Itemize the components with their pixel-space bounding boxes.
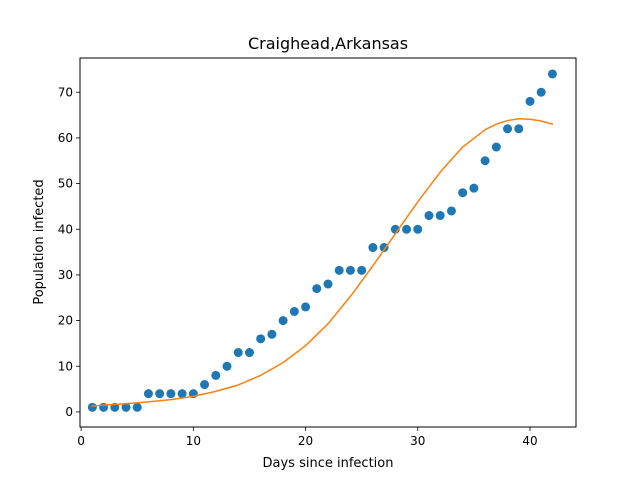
data-point: [177, 389, 187, 399]
data-point: [458, 188, 468, 198]
fit-line: [91, 117, 554, 407]
data-point: [424, 211, 434, 221]
data-point: [547, 69, 557, 79]
data-point: [469, 183, 479, 193]
data-point: [121, 402, 131, 412]
y-tick-label: 20: [58, 314, 73, 328]
y-tick-label: 0: [65, 405, 73, 419]
data-point: [312, 284, 322, 294]
x-axis-ticks: 0 10 20 30 40: [77, 427, 538, 448]
plot-frame: [79, 57, 577, 428]
data-point: [345, 265, 355, 275]
y-tick-label: 70: [58, 85, 73, 99]
data-point: [301, 302, 311, 312]
data-point: [402, 224, 412, 234]
x-tick-label: 30: [410, 434, 425, 448]
data-point: [166, 389, 176, 399]
data-point: [525, 96, 535, 106]
data-point: [323, 279, 333, 289]
data-point: [413, 224, 423, 234]
data-point: [211, 370, 221, 380]
data-point: [514, 124, 524, 134]
x-tick-label: 40: [522, 434, 537, 448]
data-point: [155, 389, 165, 399]
data-point: [503, 124, 513, 134]
data-point: [278, 316, 288, 326]
data-point: [480, 156, 490, 166]
chart-title: Craighead,Arkansas: [248, 34, 408, 53]
data-point: [435, 211, 445, 221]
data-point: [368, 243, 378, 253]
data-point: [200, 380, 210, 390]
y-axis-label: Population infected: [32, 179, 47, 304]
data-point: [357, 265, 367, 275]
data-point: [132, 402, 142, 412]
data-point: [143, 389, 153, 399]
data-point: [536, 87, 546, 97]
data-point: [491, 142, 501, 152]
data-point: [87, 402, 97, 412]
x-tick-label: 0: [77, 434, 85, 448]
data-point: [244, 348, 254, 358]
data-point: [233, 348, 243, 358]
data-point: [267, 329, 277, 339]
y-axis-ticks: 0 10 20 30 40 50 60 70: [58, 85, 80, 419]
y-tick-label: 10: [58, 359, 73, 373]
y-tick-label: 50: [58, 177, 73, 191]
y-tick-label: 30: [58, 268, 73, 282]
plot-area: [87, 69, 557, 412]
data-point: [256, 334, 266, 344]
x-tick-label: 20: [298, 434, 313, 448]
data-point: [289, 306, 299, 316]
x-tick-label: 10: [186, 434, 201, 448]
data-point: [446, 206, 456, 216]
y-tick-label: 40: [58, 222, 73, 236]
data-point: [334, 265, 344, 275]
data-point: [222, 361, 232, 371]
x-axis-label: Days since infection: [263, 456, 394, 471]
data-point: [379, 243, 389, 253]
y-tick-label: 60: [58, 131, 73, 145]
